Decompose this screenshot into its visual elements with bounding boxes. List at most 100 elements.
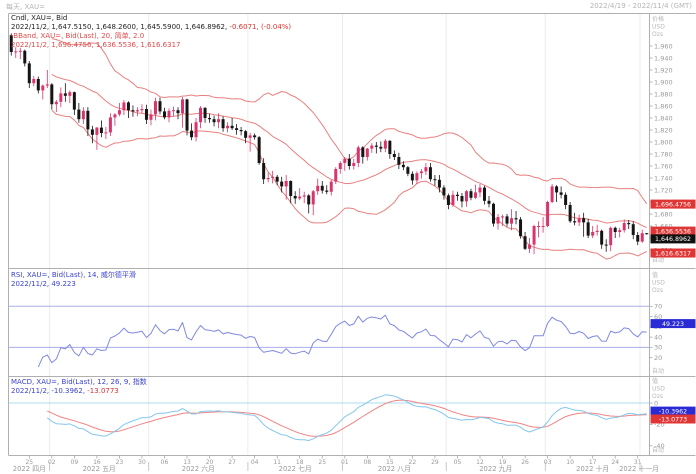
svg-text:1,960: 1,960 [654, 42, 673, 50]
month-label: 2022 四月 [13, 465, 46, 473]
month-label: 2022 六月 [182, 464, 215, 473]
svg-text:1,840: 1,840 [654, 114, 673, 122]
svg-text:1,800: 1,800 [654, 138, 673, 146]
svg-text:19: 19 [499, 459, 507, 466]
bband-values-text: 2022/11/2, 1,696.4756, 1,636.5536, 1,616… [11, 41, 181, 49]
macd-series-label[interactable]: MACD, XAU=, Bid(Last), 12, 26, 9, 指数 [11, 378, 147, 386]
date-range-label: 2022/4/19 - 2022/11/4 (GMT) [589, 2, 692, 10]
last-price-badge: 1,646.8962 [650, 234, 696, 244]
svg-text:12: 12 [476, 459, 484, 466]
svg-text:29: 29 [431, 459, 439, 466]
svg-text:08: 08 [363, 459, 371, 466]
main-legend[interactable]: Cndl, XAU=, Bid 2022/11/2, 1,647.5150, 1… [11, 14, 291, 50]
svg-text:60: 60 [654, 313, 662, 321]
svg-text:1,660: 1,660 [654, 222, 673, 230]
svg-text:1,646.8962: 1,646.8962 [655, 236, 691, 243]
svg-text:25: 25 [318, 459, 326, 466]
bband-value-badge: 1,636.5536 [650, 226, 696, 236]
candlestick-series [9, 33, 649, 255]
macd-signal-line [47, 399, 647, 437]
svg-text:1,760: 1,760 [654, 162, 673, 170]
month-label: 2022 七月 [279, 464, 312, 473]
svg-text:1,900: 1,900 [654, 78, 673, 86]
month-label: 2022 十一月 [619, 464, 659, 473]
bband-upper-line [51, 38, 648, 205]
svg-text:Ozs: Ozs [652, 287, 663, 294]
macd-axis-auto-toggle[interactable]: 自动 [652, 446, 664, 454]
svg-text:-20: -20 [654, 421, 665, 429]
rsi-values-text: 2022/11/2, 49.223 [11, 280, 76, 288]
svg-text:1,636.5536: 1,636.5536 [655, 228, 691, 235]
bband-middle-line [51, 73, 647, 229]
macd-value-badge: -10.3962 [650, 406, 696, 416]
svg-text:1,720: 1,720 [654, 186, 673, 194]
macd-signal-value-text: -13.0773 [87, 387, 119, 395]
svg-text:27: 27 [228, 459, 236, 466]
rsi-value-badge: 49.223 [650, 319, 696, 329]
svg-text:49.223: 49.223 [662, 321, 684, 328]
svg-text:-10.3962: -10.3962 [659, 408, 687, 415]
svg-text:1,880: 1,880 [654, 90, 673, 98]
svg-text:1,820: 1,820 [654, 126, 673, 134]
svg-text:03: 03 [544, 459, 552, 466]
svg-text:-13.0773: -13.0773 [659, 416, 687, 423]
bband-lower-line [51, 109, 647, 260]
main-axis-auto-toggle[interactable]: 自动 [652, 256, 664, 264]
macd-signal-badge: -13.0773 [650, 414, 696, 424]
svg-text:15: 15 [386, 459, 394, 466]
svg-text:04: 04 [251, 459, 259, 466]
svg-text:09: 09 [71, 459, 79, 466]
svg-text:1,740: 1,740 [654, 174, 673, 182]
macd-legend[interactable]: MACD, XAU=, Bid(Last), 12, 26, 9, 指数 202… [11, 378, 147, 396]
ohlc-values-text: 2022/11/2, 1,647.5150, 1,648.2600, 1,645… [11, 23, 228, 31]
macd-line [46, 394, 647, 441]
svg-text:18: 18 [296, 459, 304, 466]
svg-text:0: 0 [654, 399, 658, 407]
svg-text:02: 02 [48, 459, 56, 466]
svg-text:11: 11 [273, 459, 281, 466]
svg-text:25: 25 [25, 459, 33, 466]
price-axis[interactable]: 1,960 1,940 1,920 1,900 1,880 1,860 1,840 1,820… [650, 42, 673, 450]
rsi-line [37, 314, 647, 368]
svg-text:1,920: 1,920 [654, 66, 673, 74]
time-axis[interactable]: 25 02 09 16 23 30 06 13 20 27 04 11 18 25 01 08 15 22 29 05… [13, 455, 659, 474]
svg-text:16: 16 [93, 459, 101, 466]
svg-text:24: 24 [611, 459, 619, 466]
rsi-legend[interactable]: RSI, XAU=, Bid(Last), 14, 威尔德平滑 2022/11/… [11, 271, 136, 289]
svg-text:30: 30 [138, 459, 146, 466]
bollinger-bands [51, 38, 648, 260]
svg-text:31: 31 [634, 459, 642, 466]
svg-text:40: 40 [654, 333, 662, 341]
svg-text:05: 05 [454, 459, 462, 466]
rsi-series-label[interactable]: RSI, XAU=, Bid(Last), 14, 威尔德平滑 [11, 271, 136, 279]
month-label: 2022 八月 [378, 465, 411, 473]
bband-value-badge: 1,616.6317 [650, 248, 696, 258]
svg-text:06: 06 [161, 459, 169, 466]
svg-text:22: 22 [409, 459, 417, 466]
bband-value-badge: 1,696.4756 [650, 199, 696, 209]
svg-text:1,696.4756: 1,696.4756 [655, 201, 691, 208]
macd-panel-series [9, 394, 649, 441]
chart-title: 每天, XAU= [6, 3, 46, 11]
rsi-axis-auto-toggle[interactable]: 自动 [652, 367, 664, 375]
svg-text:Ozs: Ozs [652, 393, 663, 400]
net-change-text: -0.6071, (-0.04%) [229, 23, 292, 31]
svg-text:13: 13 [183, 459, 191, 466]
bband-series-label[interactable]: -BBand, XAU=, Bid(Last), 20, 简单, 2.0 [11, 32, 145, 40]
svg-text:Ozs: Ozs [652, 31, 663, 38]
month-label: 2022 十月 [576, 464, 609, 473]
month-gridlines [49, 14, 641, 455]
svg-text:值: 值 [652, 377, 658, 385]
svg-text:USD: USD [652, 386, 665, 393]
svg-text:价格: 价格 [652, 15, 664, 23]
svg-text:1,860: 1,860 [654, 102, 673, 110]
svg-text:1,616.6317: 1,616.6317 [655, 250, 691, 257]
svg-text:1,780: 1,780 [654, 150, 673, 158]
macd-value-text: 2022/11/2, -10.3962, [11, 387, 86, 395]
candle-series-label[interactable]: Cndl, XAU=, Bid [11, 14, 68, 22]
month-label: 2022 五月 [83, 465, 116, 473]
svg-text:10: 10 [566, 459, 574, 466]
